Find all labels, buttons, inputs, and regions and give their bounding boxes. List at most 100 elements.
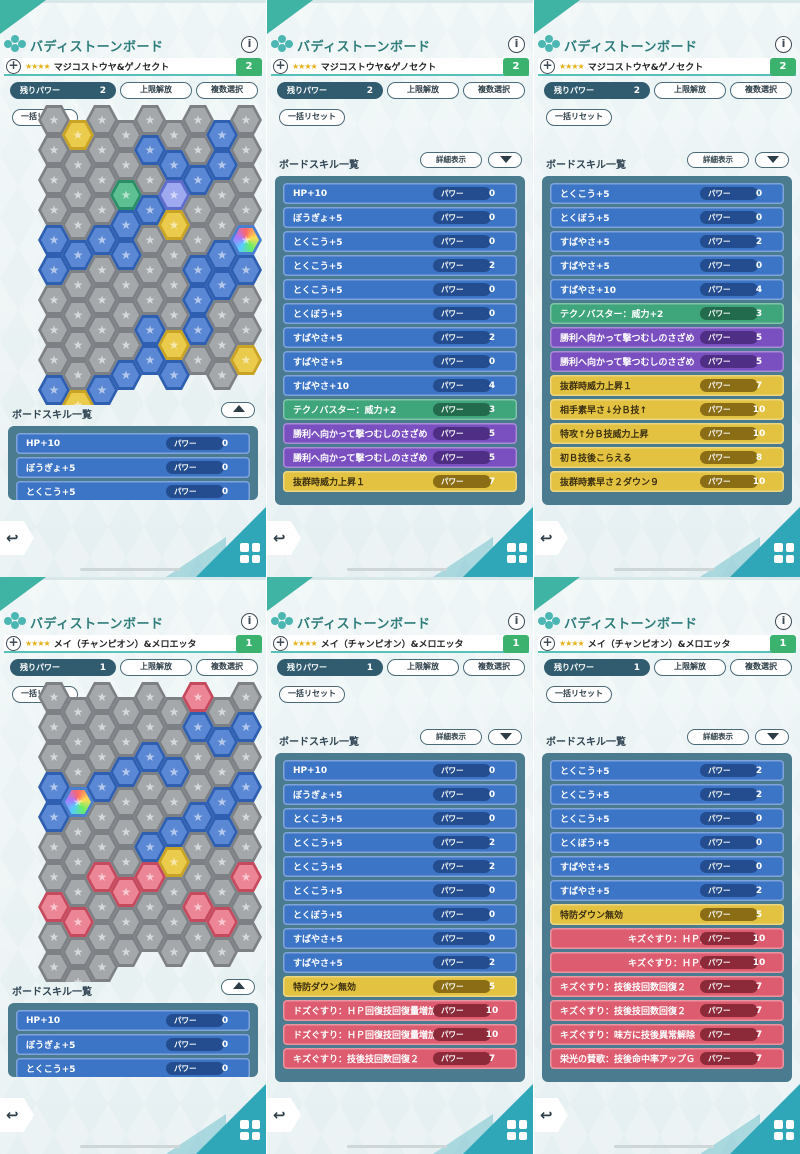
grid-menu-icon[interactable] xyxy=(774,1120,794,1140)
skill-row[interactable]: テクノバスター：威力+2 パワー 3 xyxy=(283,399,517,420)
reset-all-button[interactable]: 一括リセット xyxy=(279,686,345,703)
skill-row[interactable]: すばやさ+5 パワー 2 xyxy=(550,880,784,901)
stone-hex-gray[interactable]: ★ xyxy=(86,195,118,225)
detail-view-button[interactable]: 詳細表示 xyxy=(687,729,749,745)
info-icon[interactable]: i xyxy=(241,613,258,630)
stone-hex-gray[interactable]: ★ xyxy=(86,255,118,285)
skill-row[interactable]: 初Ｂ技後こらえる パワー 8 xyxy=(550,447,784,468)
skill-row[interactable]: 栄光の賛歌：技後命中率アップＧ パワー 7 xyxy=(550,1048,784,1069)
skill-row[interactable]: 特防ダウン無効 パワー 5 xyxy=(283,976,517,997)
back-button[interactable]: ↩ xyxy=(534,521,568,555)
stone-hex-blue[interactable]: ★ xyxy=(86,375,118,405)
stone-hex-yellow[interactable]: ★ xyxy=(62,390,94,405)
skill-row[interactable]: すばやさ+10 パワー 4 xyxy=(550,279,784,300)
skill-row[interactable]: すばやさ+10 パワー 4 xyxy=(283,375,517,396)
stone-hex-red[interactable]: ★ xyxy=(230,862,262,892)
skill-row[interactable]: 勝利へ向かって撃つむしのさざめ パワー 5 xyxy=(550,351,784,372)
stone-hex-gray[interactable]: ★ xyxy=(86,315,118,345)
detail-view-button[interactable]: 詳細表示 xyxy=(420,729,482,745)
plus-icon[interactable]: + xyxy=(273,635,288,651)
skill-row[interactable]: キズぐすり：技後技回数回復２ パワー 7 xyxy=(283,1048,517,1069)
info-icon[interactable]: i xyxy=(775,36,792,53)
stone-hex-gray[interactable]: ★ xyxy=(62,847,94,877)
skill-row[interactable]: 勝利へ向かって撃つむしのさざめ パワー 5 xyxy=(550,327,784,348)
stone-hex-gray[interactable]: ★ xyxy=(86,345,118,375)
stone-hex-gray[interactable]: ★ xyxy=(62,757,94,787)
skill-row[interactable]: すばやさ+5 パワー 0 xyxy=(550,856,784,877)
stone-hex-gray[interactable]: ★ xyxy=(230,892,262,922)
multi-select-button[interactable]: 複数選択 xyxy=(730,659,792,676)
stone-hex-gray[interactable]: ★ xyxy=(62,877,94,907)
skill-row[interactable]: とくこう+5 パワー 2 xyxy=(550,784,784,805)
stone-hex-gray[interactable]: ★ xyxy=(62,300,94,330)
info-icon[interactable]: i xyxy=(241,36,258,53)
grid-menu-icon[interactable] xyxy=(507,1120,527,1140)
skill-row[interactable]: とくぼう+5 パワー 0 xyxy=(550,207,784,228)
skill-row[interactable]: とくぼう+5 パワー 0 xyxy=(283,303,517,324)
stone-hex-gray[interactable]: ★ xyxy=(62,817,94,847)
stone-hex-gray[interactable]: ★ xyxy=(158,240,190,270)
stone-hex-gray[interactable]: ★ xyxy=(62,270,94,300)
plus-icon[interactable]: + xyxy=(6,58,21,74)
chevron-up-icon[interactable] xyxy=(221,402,255,418)
skill-row[interactable]: キズぐすり：技後技回数回復２ パワー 7 xyxy=(550,976,784,997)
grid-menu-icon[interactable] xyxy=(240,1120,260,1140)
multi-select-button[interactable]: 複数選択 xyxy=(196,659,258,676)
skill-row[interactable]: ぼうぎょ+5 パワー 0 xyxy=(16,1034,250,1055)
skill-row[interactable]: キズぐすり：ＨＰ回復 パワー 10 xyxy=(550,928,784,949)
skill-row[interactable]: すばやさ+5 パワー 2 xyxy=(283,952,517,973)
stone-hex-gray[interactable]: ★ xyxy=(86,165,118,195)
stone-hex-gray[interactable]: ★ xyxy=(62,210,94,240)
multi-select-button[interactable]: 複数選択 xyxy=(463,82,525,99)
stone-hex-gray[interactable]: ★ xyxy=(86,952,118,982)
stone-hex-gray[interactable]: ★ xyxy=(86,802,118,832)
skill-row[interactable]: とくこう+5 パワー 0 xyxy=(283,231,517,252)
back-button[interactable]: ↩ xyxy=(0,1098,34,1132)
skill-row[interactable]: HP+10 パワー 0 xyxy=(283,183,517,204)
stone-hex-yellow[interactable]: ★ xyxy=(62,120,94,150)
skill-row[interactable]: すばやさ+5 パワー 0 xyxy=(283,928,517,949)
plus-icon[interactable]: + xyxy=(273,58,288,74)
stone-hex-blue[interactable]: ★ xyxy=(86,225,118,255)
detail-view-button[interactable]: 詳細表示 xyxy=(687,152,749,168)
stone-hex-gray[interactable]: ★ xyxy=(62,180,94,210)
skill-row[interactable]: とくぼう+5 パワー 0 xyxy=(283,904,517,925)
skill-row[interactable]: とくこう+5 パワー 0 xyxy=(16,481,250,500)
stone-hex-gray[interactable]: ★ xyxy=(38,862,70,892)
stone-hex-green[interactable]: ★ xyxy=(110,180,142,210)
stone-hex-gray[interactable]: ★ xyxy=(86,832,118,862)
grid-menu-icon[interactable] xyxy=(507,543,527,563)
limit-release-button[interactable]: 上限解放 xyxy=(120,82,192,99)
back-button[interactable]: ↩ xyxy=(267,1098,301,1132)
skill-row[interactable]: ぼうぎょ+5 パワー 0 xyxy=(16,457,250,478)
stone-hex-gray[interactable]: ★ xyxy=(38,922,70,952)
stone-hex-gray[interactable]: ★ xyxy=(86,712,118,742)
skill-row[interactable]: とくこう+5 パワー 2 xyxy=(283,832,517,853)
reset-all-button[interactable]: 一括リセット xyxy=(546,109,612,126)
stone-hex-gray[interactable]: ★ xyxy=(62,967,94,982)
skill-row[interactable]: キズぐすり：味方に技後異常解除 パワー 7 xyxy=(550,1024,784,1045)
stone-hex-gray[interactable]: ★ xyxy=(110,847,142,877)
skill-row[interactable]: 抜群時威力上昇１ パワー 7 xyxy=(283,471,517,492)
skill-row[interactable]: HP+10 パワー 0 xyxy=(16,1010,250,1031)
limit-release-button[interactable]: 上限解放 xyxy=(654,82,726,99)
stone-hex-gray[interactable]: ★ xyxy=(86,285,118,315)
skill-row[interactable]: すばやさ+5 パワー 0 xyxy=(283,351,517,372)
chevron-down-icon[interactable] xyxy=(755,152,789,168)
skill-row[interactable]: とくぼう+5 パワー 0 xyxy=(550,832,784,853)
stone-hex-gray[interactable]: ★ xyxy=(62,360,94,390)
skill-row[interactable]: ぼうぎょ+5 パワー 0 xyxy=(283,207,517,228)
skill-row[interactable]: ドズぐすり：ＨＰ回復技回復量増加 パワー 10 xyxy=(283,1000,517,1021)
skill-row[interactable]: とくこう+5 パワー 0 xyxy=(16,1058,250,1077)
skill-row[interactable]: HP+10 パワー 0 xyxy=(16,433,250,454)
limit-release-button[interactable]: 上限解放 xyxy=(120,659,192,676)
stone-hex-gray[interactable]: ★ xyxy=(86,135,118,165)
reset-all-button[interactable]: 一括リセット xyxy=(279,109,345,126)
skill-row[interactable]: 勝利へ向かって撃つむしのさざめ パワー 5 xyxy=(283,423,517,444)
skill-row[interactable]: HP+10 パワー 0 xyxy=(283,760,517,781)
limit-release-button[interactable]: 上限解放 xyxy=(654,659,726,676)
skill-row[interactable]: とくこう+5 パワー 2 xyxy=(550,760,784,781)
stone-hex-gray[interactable]: ★ xyxy=(86,742,118,772)
stone-hex-blue[interactable]: ★ xyxy=(62,240,94,270)
stone-hex-gray[interactable]: ★ xyxy=(62,697,94,727)
